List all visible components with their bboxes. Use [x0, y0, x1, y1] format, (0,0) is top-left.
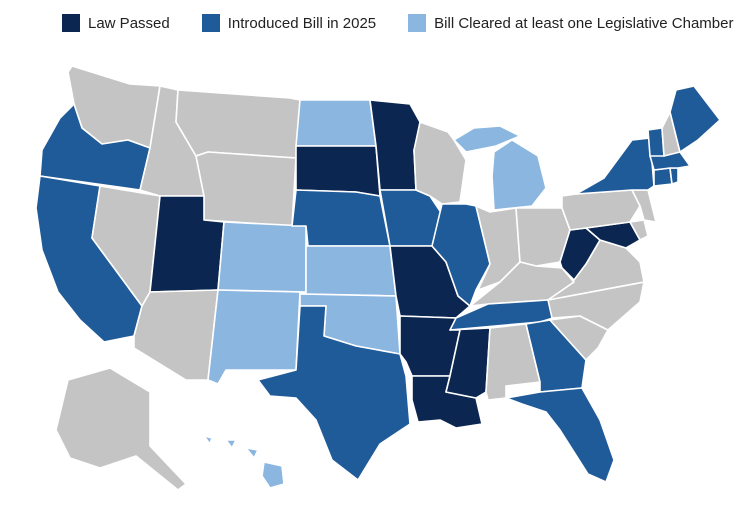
state-fl [505, 387, 615, 483]
state-hi [203, 435, 285, 489]
legend-item-cleared-chamber: Bill Cleared at least one Legislative Ch… [408, 14, 733, 32]
state-ak [55, 367, 187, 491]
map-legend: Law Passed Introduced Bill in 2025 Bill … [62, 12, 733, 34]
state-wi [413, 121, 467, 205]
state-me [669, 85, 721, 153]
state-wy [195, 151, 297, 227]
state-ri [669, 167, 679, 185]
state-az [133, 289, 219, 381]
legend-label-law-passed: Law Passed [88, 14, 170, 32]
state-mi [453, 125, 547, 211]
state-ny [575, 137, 655, 195]
legend-item-introduced: Introduced Bill in 2025 [201, 14, 377, 32]
state-ct [653, 167, 673, 187]
state-de [629, 219, 649, 241]
state-il [431, 203, 491, 307]
legend-swatch-cleared-chamber [408, 14, 427, 32]
state-co [217, 221, 307, 293]
state-tx [257, 305, 411, 481]
state-ar [399, 315, 461, 377]
legend-swatch-introduced [201, 14, 220, 32]
state-ks [305, 245, 397, 297]
state-mt [175, 89, 301, 159]
legend-swatch-law-passed [62, 14, 80, 32]
legend-label-cleared-chamber: Bill Cleared at least one Legislative Ch… [434, 14, 734, 32]
state-ne [291, 189, 391, 247]
state-sd [295, 145, 381, 197]
legend-label-introduced: Introduced Bill in 2025 [227, 14, 377, 32]
state-nd [295, 99, 377, 147]
state-nm [207, 289, 301, 385]
legend-item-law-passed: Law Passed [62, 14, 170, 32]
